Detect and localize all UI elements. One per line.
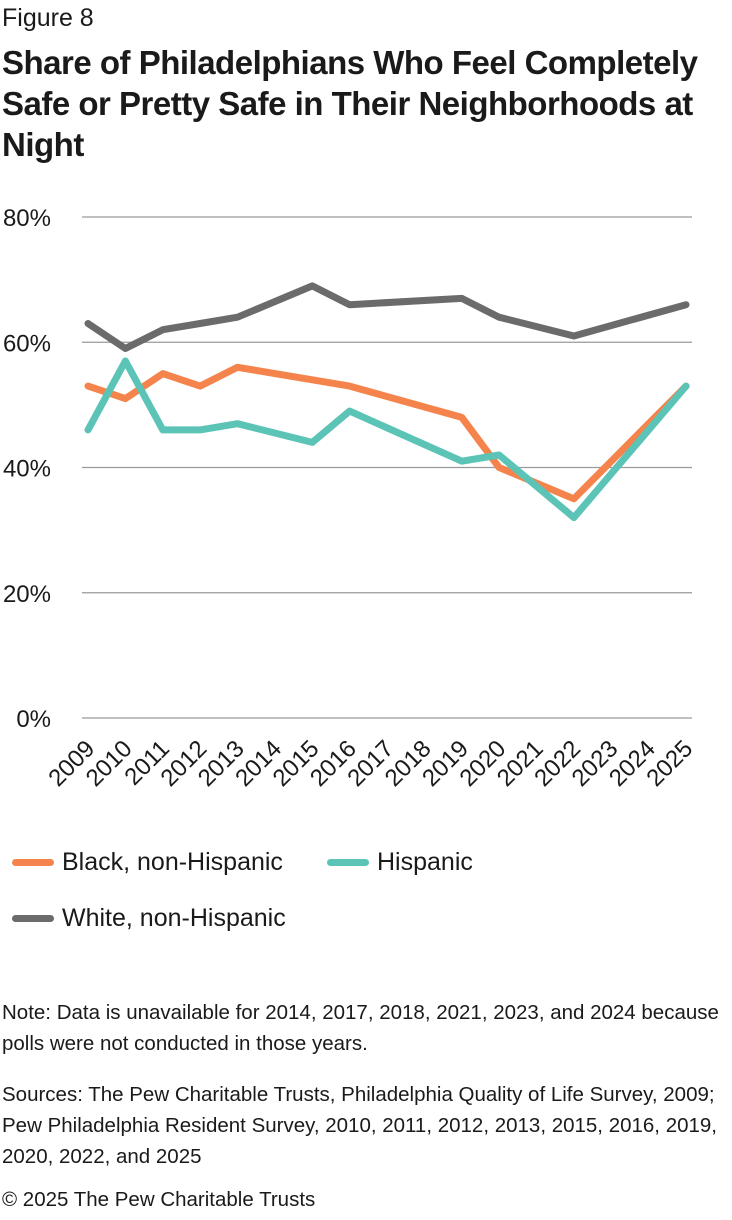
y-tick-label: 60% bbox=[3, 330, 51, 357]
y-tick-label: 40% bbox=[3, 456, 51, 483]
legend-item-hispanic: Hispanic bbox=[327, 848, 473, 877]
legend-swatch bbox=[12, 915, 54, 922]
chart-title: Share of Philadelphians Who Feel Complet… bbox=[2, 44, 698, 163]
series-lines bbox=[84, 282, 690, 522]
legend-label: Hispanic bbox=[377, 848, 473, 876]
y-tick-label: 0% bbox=[16, 706, 51, 733]
line-chart: 0% 20% 40% 60% 80% 2009201020112012201320142… bbox=[3, 205, 698, 792]
series-line-2 bbox=[84, 282, 690, 352]
copyright: © 2025 The Pew Charitable Trusts bbox=[2, 1188, 316, 1211]
legend-label: Black, non-Hispanic bbox=[62, 848, 283, 876]
legend-swatch bbox=[12, 859, 54, 866]
chart-note: Note: Data is unavailable for 2014, 2017… bbox=[2, 1001, 719, 1055]
legend-item-white-non-hispanic: White, non-Hispanic bbox=[12, 904, 286, 933]
legend-label: White, non-Hispanic bbox=[62, 904, 286, 932]
x-axis-labels: 2009201020112012201320142015201620172018… bbox=[43, 735, 698, 792]
figure-label: Figure 8 bbox=[2, 4, 94, 32]
y-axis-labels: 0% 20% 40% 60% 80% bbox=[3, 205, 51, 733]
y-tick-label: 80% bbox=[3, 205, 51, 232]
gridlines bbox=[82, 216, 692, 719]
series-line-1 bbox=[84, 357, 690, 522]
y-tick-label: 20% bbox=[3, 581, 51, 608]
chart-sources: Sources: The Pew Charitable Trusts, Phil… bbox=[2, 1083, 717, 1168]
legend-swatch bbox=[327, 859, 369, 866]
legend-item-black-non-hispanic: Black, non-Hispanic bbox=[12, 848, 283, 877]
